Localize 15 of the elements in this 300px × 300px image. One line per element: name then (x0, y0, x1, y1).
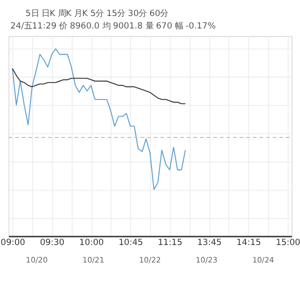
x-tick-label: 14:15 (236, 238, 261, 248)
text: 10/22 (139, 255, 162, 264)
text: 10/20 (26, 255, 48, 264)
text: 5日 日K 周K 月K 5分 15分 30分 60分 (25, 9, 168, 20)
x-tick-label: 10:00 (79, 238, 104, 248)
text: 10/23 (196, 255, 218, 264)
x-tick-label: 11:15 (158, 238, 182, 248)
text: 10/21 (82, 255, 104, 264)
x-tick-label: 10:45 (118, 238, 144, 248)
text: 10/24 (252, 255, 274, 264)
text: 24/五11:29 价 8960.0 均 9001.8 量 670 幅 -0.17% (10, 22, 216, 32)
x-tick-label: 15:00 (276, 238, 300, 248)
x-tick-label: 13:45 (197, 238, 222, 248)
x-tick-label: 09:30 (40, 238, 64, 248)
x-tick-label: 09:00 (0, 238, 26, 248)
